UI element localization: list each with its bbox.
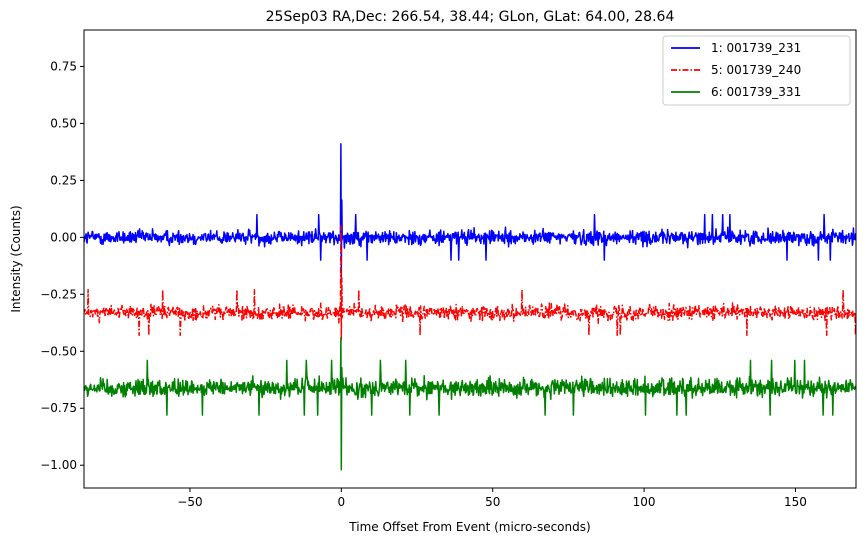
- series-line: [84, 336, 856, 471]
- legend-entry-label: 6: 001739_331: [711, 85, 801, 99]
- y-tick-label: 0.75: [50, 59, 77, 73]
- x-tick-label: 150: [784, 495, 807, 509]
- y-tick-label: −0.75: [40, 401, 77, 415]
- plot-frame: [83, 29, 857, 489]
- y-axis-label: Intensity (Counts): [9, 205, 23, 312]
- y-tick-label: 0.50: [50, 116, 77, 130]
- x-tick-label: −50: [177, 495, 202, 509]
- x-tick-label: 0: [338, 495, 346, 509]
- plot-area: [83, 29, 857, 489]
- series-line: [84, 225, 856, 341]
- y-tick-label: −0.25: [40, 287, 77, 301]
- x-tick-label: 50: [485, 495, 500, 509]
- x-axis-label: Time Offset From Event (micro-seconds): [348, 520, 590, 534]
- y-tick-label: 0.00: [50, 230, 77, 244]
- legend-entry-label: 5: 001739_240: [711, 63, 801, 77]
- legend-box: [662, 35, 851, 106]
- y-axis: 0.75 0.50 0.25 0.00 −0.25 −0.50 −0.75 −1.00: [40, 59, 84, 472]
- series-line: [84, 143, 856, 280]
- y-tick-label: −0.50: [40, 344, 77, 358]
- y-tick-label: 0.25: [50, 173, 77, 187]
- x-tick-label: 100: [633, 495, 656, 509]
- y-tick-label: −1.00: [40, 458, 77, 472]
- x-axis: −50 0 50 100 150: [177, 488, 807, 509]
- series-layer: [84, 143, 856, 471]
- legend-entry-label: 1: 001739_231: [711, 41, 801, 55]
- chart-title: 25Sep03 RA,Dec: 266.54, 38.44; GLon, GLa…: [266, 9, 675, 25]
- legend: 1: 001739_231 5: 001739_240 6: 001739_331: [662, 35, 851, 106]
